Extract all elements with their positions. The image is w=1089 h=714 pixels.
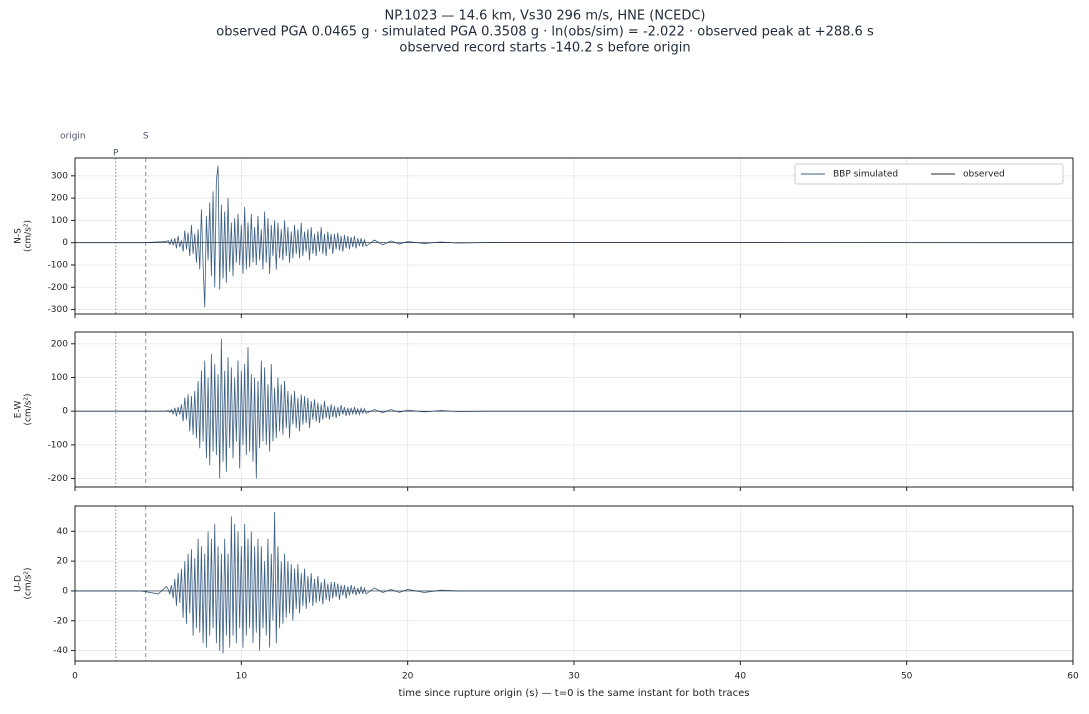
y-tick-label: 100 <box>51 373 68 383</box>
x-axis-label: time since rupture origin (s) — t=0 is t… <box>399 688 750 699</box>
plot-frame <box>74 331 1074 488</box>
trace <box>75 165 1074 308</box>
y-tick-label: 20 <box>57 557 69 567</box>
legend-label: BBP simulated <box>833 170 898 180</box>
plot-frame <box>74 505 1074 662</box>
y-tick-label: 0 <box>62 238 68 248</box>
x-tick-label: 20 <box>402 672 414 682</box>
y-axis-label: (cm/s²) <box>24 220 34 252</box>
y-tick-label: -300 <box>48 305 69 315</box>
y-tick-label: -200 <box>48 283 69 293</box>
x-tick-label: 30 <box>568 672 580 682</box>
title-line: observed record starts -140.2 s before o… <box>399 41 690 56</box>
y-tick-label: 100 <box>51 216 68 226</box>
y-tick-label: -40 <box>53 646 68 656</box>
y-tick-label: -200 <box>48 474 69 484</box>
legend-box <box>794 163 1064 185</box>
trace <box>75 511 1073 654</box>
y-axis-label: N-S <box>14 228 24 244</box>
marker-label: origin <box>60 132 86 142</box>
trace <box>75 338 1073 479</box>
y-tick-label: 200 <box>51 194 68 204</box>
x-tick-label: 40 <box>735 672 747 682</box>
marker-label: S <box>143 132 149 142</box>
y-axis-label: (cm/s²) <box>24 393 34 425</box>
title-line: observed PGA 0.0465 g · simulated PGA 0.… <box>216 25 874 40</box>
y-tick-label: 200 <box>51 339 68 349</box>
x-tick-label: 10 <box>236 672 248 682</box>
title-line: NP.1023 — 14.6 km, Vs30 296 m/s, HNE (NC… <box>384 9 705 24</box>
y-tick-label: -100 <box>48 440 69 450</box>
y-axis-label: (cm/s²) <box>24 567 34 599</box>
y-tick-label: 0 <box>62 586 68 596</box>
y-tick-label: 40 <box>57 527 69 537</box>
y-tick-label: -20 <box>53 616 68 626</box>
x-tick-label: 0 <box>72 672 78 682</box>
legend-label: observed <box>963 170 1005 180</box>
y-tick-label: 300 <box>51 171 68 181</box>
x-tick-label: 50 <box>901 672 913 682</box>
x-tick-label: 60 <box>1067 672 1079 682</box>
y-axis-label: U-D <box>14 575 24 592</box>
y-tick-label: 0 <box>62 407 68 417</box>
plot-frame <box>74 157 1074 315</box>
marker-label: P <box>113 149 119 159</box>
y-axis-label: E-W <box>14 401 24 419</box>
y-tick-label: -100 <box>48 260 69 270</box>
